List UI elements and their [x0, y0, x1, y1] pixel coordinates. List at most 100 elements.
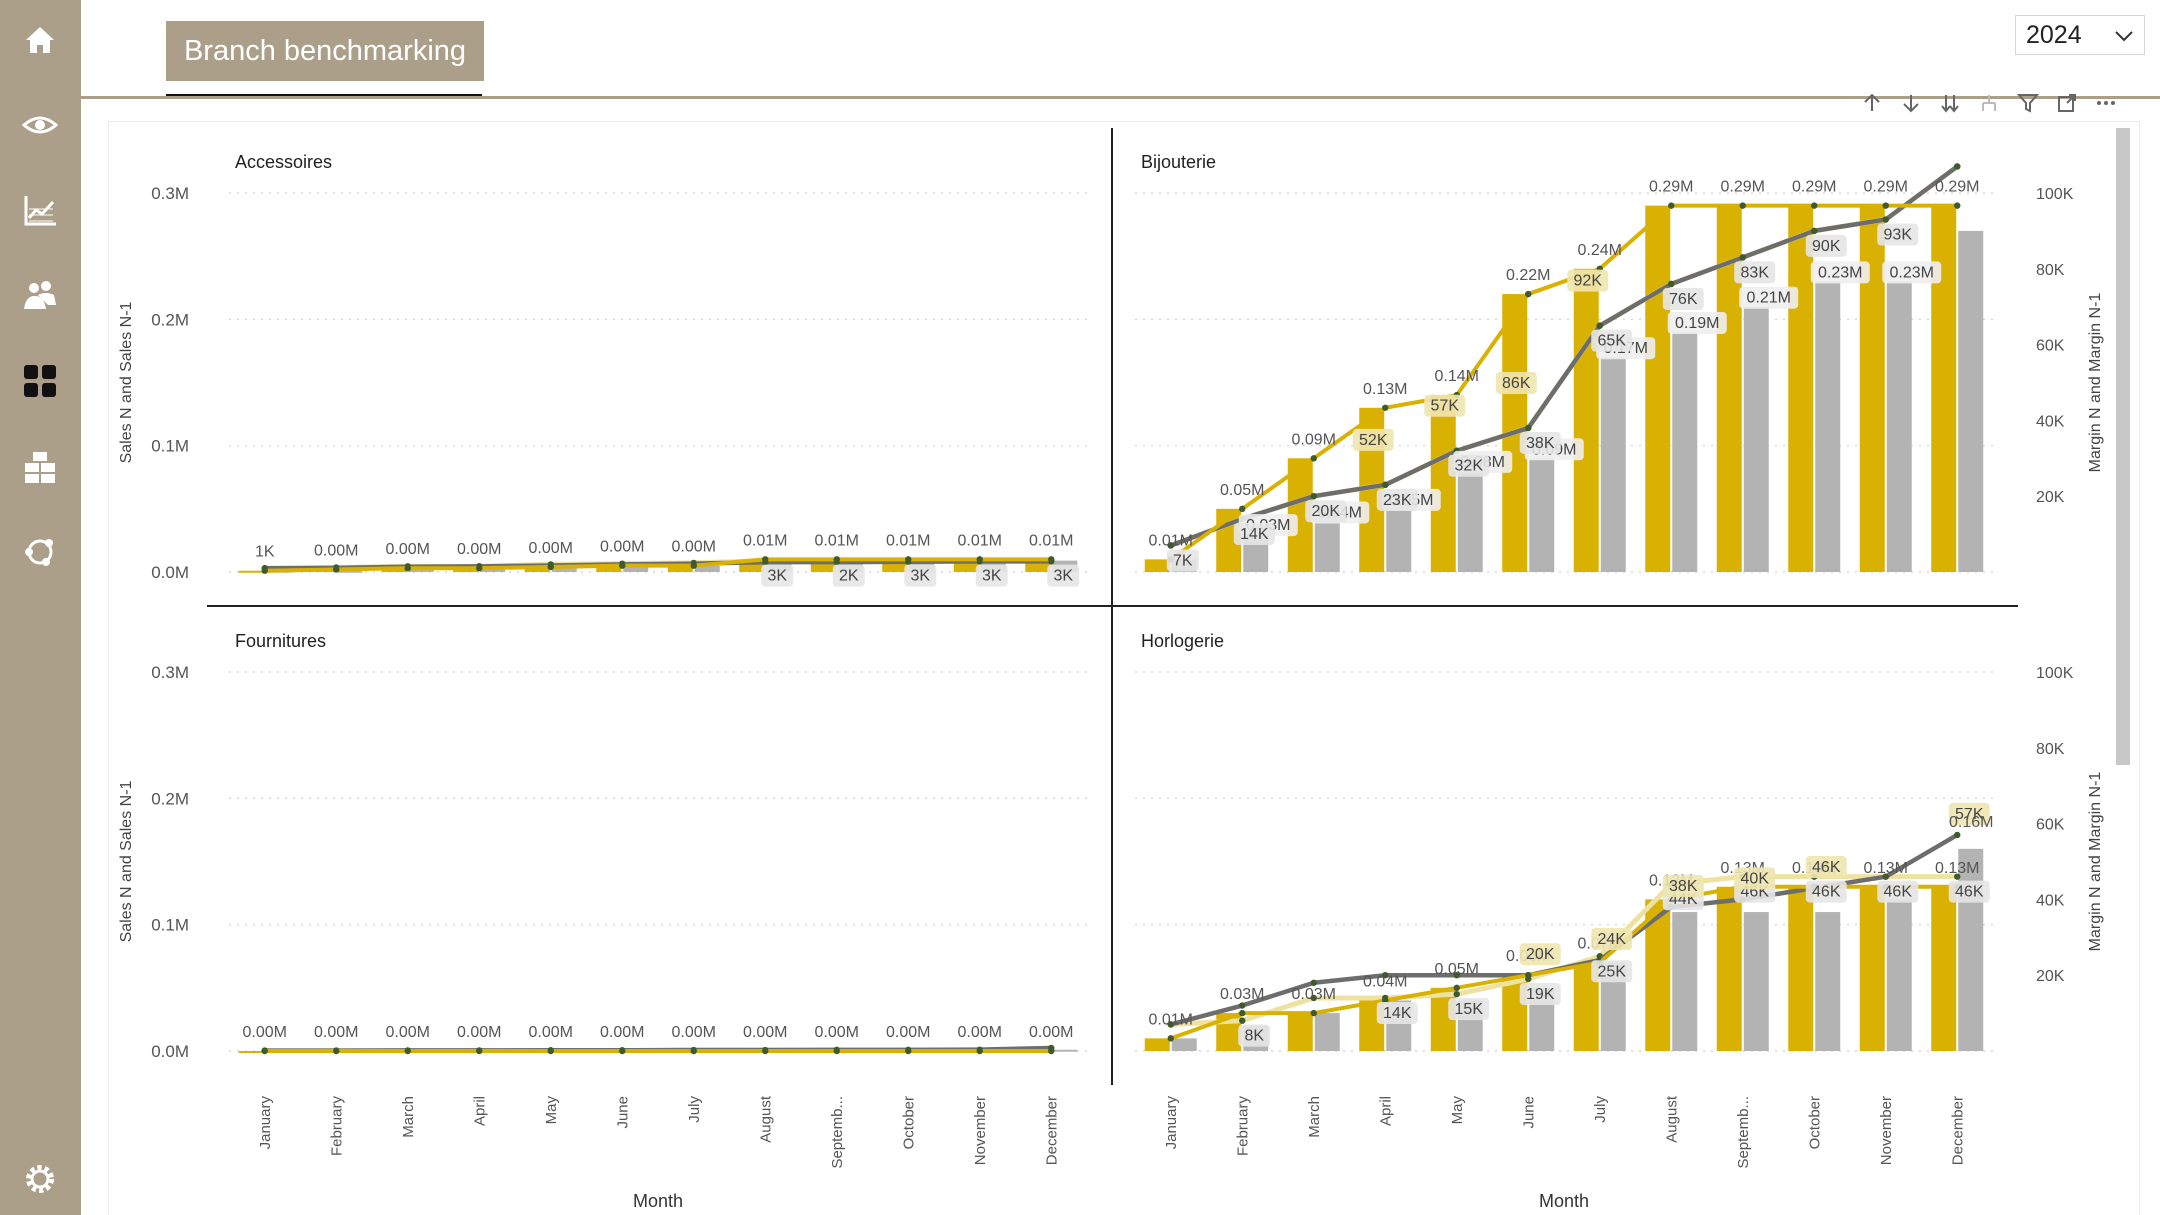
data-label-margin-n1: 40K — [1741, 870, 1770, 887]
people-icon[interactable] — [14, 269, 66, 321]
line-sales-n-trend — [1169, 203, 1958, 561]
bar-sales-n1 — [1743, 306, 1769, 572]
data-label-sales-n: 0.05M — [1435, 961, 1479, 978]
x-tick-label: August — [1663, 1095, 1680, 1143]
line-sales-n-trend-point — [1811, 202, 1818, 209]
data-label-sales-n1-bg — [1882, 261, 1942, 284]
focus-mode-icon[interactable] — [2053, 91, 2081, 115]
data-label-sales-n: 0.29M — [1649, 179, 1693, 196]
line-sales-n-trend — [264, 557, 1052, 573]
x-tick-label: June — [1520, 1096, 1537, 1129]
line-margin-n1-point — [1382, 972, 1389, 979]
data-label-margin-bg — [1805, 880, 1847, 903]
filter-icon[interactable] — [2014, 91, 2042, 115]
data-label-sales-n: 0.13M — [1935, 860, 1979, 877]
sidebar — [0, 0, 81, 1215]
line-sales-n-trend-point — [1668, 202, 1675, 209]
data-label-margin-n-bg — [1567, 269, 1609, 292]
bar-sales-n1 — [1672, 331, 1698, 572]
bar-sales-n1 — [337, 570, 363, 573]
data-label-margin-n-bg — [1495, 371, 1537, 394]
data-label-sales-n: 0.29M — [1792, 179, 1836, 196]
data-label-sales-n: 0.03M — [1220, 986, 1264, 1003]
bar-sales-n1 — [1743, 912, 1769, 1051]
data-label-margin-bg — [1948, 880, 1990, 903]
x-tick-label: February — [1234, 1096, 1251, 1157]
small-multiples-visual — [108, 121, 2140, 1215]
y-right-tick-label: 80K — [2036, 262, 2065, 279]
data-label-margin: 93K — [1884, 227, 1913, 244]
line-margin-n1-point — [1596, 322, 1603, 329]
bar-sales-n — [238, 570, 264, 573]
data-label-sales-n: 0.00M — [743, 1024, 787, 1041]
x-tick-label: January — [1163, 1096, 1180, 1150]
x-tick-label: August — [757, 1095, 774, 1143]
network-icon[interactable] — [14, 526, 66, 578]
boxes-icon[interactable] — [14, 441, 66, 493]
year-filter-dropdown[interactable]: 2024 — [2015, 15, 2145, 55]
line-sales-n-trend-point — [833, 556, 840, 563]
data-label-margin-bg — [1519, 431, 1561, 454]
data-label-sales-n: 0.01M — [1149, 532, 1193, 549]
x-axis-label: Month — [633, 1191, 683, 1211]
bar-sales-n — [1931, 886, 1957, 1051]
data-label-margin-bg — [1047, 564, 1080, 587]
visual-scrollbar[interactable] — [2116, 128, 2130, 765]
data-label-margin: 23K — [1383, 492, 1412, 509]
line-sales-n-trend-point — [333, 1047, 340, 1055]
data-label-margin: 46K — [1884, 884, 1913, 901]
line-sales-n-trend-point — [1882, 202, 1889, 209]
line-sales-n-trend-point — [690, 1047, 697, 1055]
y-tick-label: 0.1M — [151, 916, 189, 935]
data-label-sales-n: 0.01M — [815, 532, 859, 549]
data-label-margin-n1: 46K — [1812, 859, 1841, 876]
line-sales-n-trend-point — [1048, 556, 1055, 563]
home-icon[interactable] — [14, 14, 66, 66]
data-label-margin: 46K — [1955, 884, 1984, 901]
bar-sales-n — [1144, 1038, 1170, 1051]
data-label-margin-bg — [1376, 488, 1418, 511]
data-label-sales-n: 0.14M — [1435, 368, 1479, 385]
line-sales-n-trend-point — [1954, 202, 1961, 209]
line-sales-n-trend-point — [1525, 972, 1532, 979]
data-label-sales-n: 0.01M — [743, 532, 787, 549]
bar-sales-n1 — [1815, 912, 1841, 1051]
line-margin-n1-point — [1310, 493, 1317, 500]
data-label-margin: 3K — [1053, 568, 1073, 585]
data-label-margin: 76K — [1669, 291, 1698, 308]
data-label-sales-n: 0.00M — [672, 1024, 716, 1041]
bar-sales-n1 — [551, 568, 577, 572]
x-tick-label: October — [900, 1096, 917, 1149]
y-tick-label: 0.3M — [151, 663, 189, 682]
gear-icon[interactable] — [14, 1153, 66, 1205]
bar-sales-n — [524, 566, 550, 572]
line-sales-n-trend-point — [404, 1047, 411, 1055]
data-label-margin-n: 52K — [1359, 432, 1388, 449]
line-sales-n-trend-point — [905, 1047, 912, 1055]
data-label-sales-n: 0.00M — [386, 1024, 430, 1041]
line-margin-n1-point — [1167, 1021, 1174, 1028]
line-margin-n1-point — [1239, 1002, 1246, 1009]
bar-sales-n1 — [1171, 1038, 1197, 1051]
hierarchy-icon[interactable] — [1975, 91, 2003, 115]
data-label-sales-n: 0.24M — [1578, 242, 1622, 259]
x-tick-label: February — [328, 1096, 345, 1157]
data-label-sales-n: 0.00M — [457, 541, 501, 558]
eye-icon[interactable] — [14, 99, 66, 151]
drill-up-icon[interactable] — [1858, 91, 1886, 115]
expand-all-icon[interactable] — [1936, 91, 1964, 115]
data-label-margin-bg — [904, 564, 937, 587]
data-label-margin: 14K — [1383, 1005, 1412, 1022]
data-label-sales-n: 0.00M — [600, 1024, 644, 1041]
data-label-sales-n: 0.29M — [1721, 179, 1765, 196]
grid-icon[interactable] — [14, 355, 66, 407]
data-label-margin-bg — [1519, 982, 1561, 1005]
line-sales-n-trend-point — [976, 1047, 983, 1055]
line-chart-icon[interactable] — [14, 184, 66, 236]
bar-sales-n — [238, 1051, 264, 1053]
data-label-sales-n: 0.22M — [1506, 267, 1550, 284]
drill-down-icon[interactable] — [1897, 91, 1925, 115]
data-label-margin: 20K — [1312, 503, 1341, 520]
data-label-margin-bg — [1805, 234, 1847, 257]
more-options-icon[interactable] — [2092, 91, 2120, 115]
